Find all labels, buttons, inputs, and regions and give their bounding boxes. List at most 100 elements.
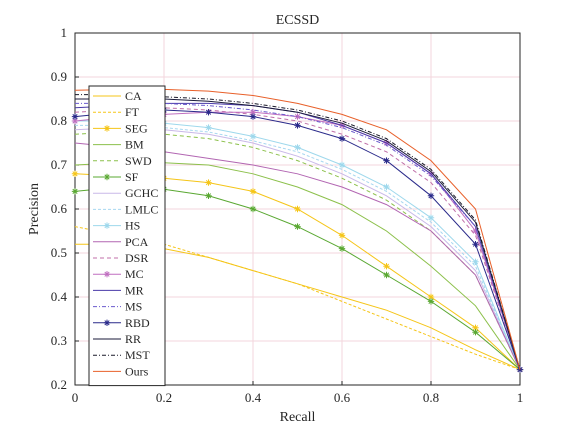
data-point-hs (205, 124, 212, 131)
legend-label: DSR (125, 251, 148, 265)
legend-label: HS (125, 219, 140, 233)
data-point-seg (338, 232, 346, 239)
data-point-rbd (294, 122, 301, 129)
y-tick-label: 0.3 (51, 333, 67, 348)
legend-label: RBD (125, 316, 150, 330)
legend-label: PCA (125, 235, 149, 249)
data-point-seg (427, 293, 435, 301)
legend-label: SF (125, 170, 139, 184)
series-lmlc (75, 124, 521, 370)
x-tick-label: 0.4 (245, 390, 262, 405)
legend-item: FT (93, 105, 140, 119)
y-tick-label: 0.4 (51, 289, 68, 304)
legend-marker (103, 271, 111, 278)
data-point-rbd (249, 113, 257, 120)
legend-label: SWD (125, 154, 152, 168)
chart-title: ECSSD (276, 13, 320, 28)
data-point-hs (249, 133, 257, 140)
data-point-hs (472, 258, 479, 265)
data-point-sf (338, 245, 346, 252)
legend-label: MST (125, 348, 150, 362)
data-point-rbd (205, 109, 212, 116)
y-tick-label: 0.7 (51, 157, 68, 172)
legend-label: MC (125, 267, 144, 281)
legend-label: CA (125, 89, 142, 103)
data-point-hs (294, 144, 301, 151)
legend-label: BM (125, 138, 144, 152)
legend-item: CA (93, 89, 142, 103)
data-point-rbd (383, 157, 390, 164)
data-point-sf (383, 271, 390, 279)
y-tick-label: 0.9 (51, 69, 67, 84)
legend-label: SEG (125, 121, 148, 135)
series-dsr (74, 107, 521, 370)
data-point-hs (383, 183, 390, 191)
data-point-sf (205, 192, 212, 199)
series-swd (74, 131, 521, 370)
series-line-lmlc (75, 124, 521, 370)
legend-item: PCA (93, 235, 149, 249)
legend-marker (103, 222, 111, 229)
y-tick-label: 0.6 (51, 201, 68, 216)
legend-label: FT (125, 105, 140, 119)
plot-frame (74, 32, 521, 386)
data-point-rbd (472, 241, 479, 248)
data-point-sf (427, 298, 435, 305)
x-tick-label: 0.6 (334, 390, 351, 405)
x-axis-label: Recall (280, 410, 316, 425)
data-point-sf (294, 223, 301, 230)
x-tick-label: 0.2 (156, 390, 172, 405)
legend-label: MR (125, 283, 144, 297)
legend-marker (103, 319, 111, 326)
legend-item: MS (93, 300, 142, 314)
series-line-dsr (74, 107, 521, 370)
x-tick-label: 1 (517, 390, 524, 405)
y-tick-label: 0.8 (51, 113, 67, 128)
legend-item: GCHC (93, 186, 158, 200)
legend-item: MST (93, 348, 150, 362)
data-point-sf (249, 205, 257, 213)
legend-item: BM (93, 138, 144, 152)
legend-label: LMLC (125, 202, 158, 216)
legend-label: GCHC (125, 186, 158, 200)
legend-item: RBD (93, 316, 150, 330)
data-point-hs (427, 214, 435, 221)
data-point-sf (472, 329, 479, 336)
legend-marker (103, 125, 111, 132)
legend-label: MS (125, 300, 142, 314)
data-point-hs (338, 161, 346, 169)
legend-item: SEG (93, 121, 148, 135)
legend-item: MC (93, 267, 144, 281)
data-point-mc (71, 117, 79, 125)
data-point-seg (71, 170, 79, 177)
data-point-mc (249, 109, 257, 116)
data-point-seg (205, 179, 212, 186)
x-tick-label: 0.8 (423, 390, 439, 405)
data-point-seg (383, 263, 390, 270)
legend-item: LMLC (93, 202, 158, 216)
legend-item: SF (93, 170, 139, 184)
legend-item: RR (93, 332, 141, 346)
legend-item: Ours (93, 364, 149, 378)
legend: CA FT SEG BM SWD SF GCHC LMLC HS PCA DSR MC MR MS RBD R… (88, 85, 166, 387)
y-axis-label: Precision (27, 183, 42, 235)
series-line-swd (74, 131, 521, 370)
y-tick-label: 1 (61, 25, 68, 40)
legend-label: RR (125, 332, 141, 346)
data-point-rbd (338, 135, 346, 142)
legend-item: HS (93, 219, 140, 233)
data-point-rbd (71, 113, 79, 120)
legend-item: SWD (93, 154, 152, 168)
legend-marker (103, 173, 111, 181)
data-point-seg (249, 188, 257, 195)
data-point-rbd (427, 192, 435, 199)
data-point-mc (294, 113, 301, 120)
data-point-seg (472, 324, 479, 331)
data-point-mc (472, 227, 479, 235)
legend-label: Ours (125, 364, 149, 378)
y-tick-label: 0.5 (51, 245, 67, 260)
data-point-seg (294, 205, 301, 213)
data-point-sf (71, 188, 79, 195)
x-tick-label: 0 (72, 390, 79, 405)
